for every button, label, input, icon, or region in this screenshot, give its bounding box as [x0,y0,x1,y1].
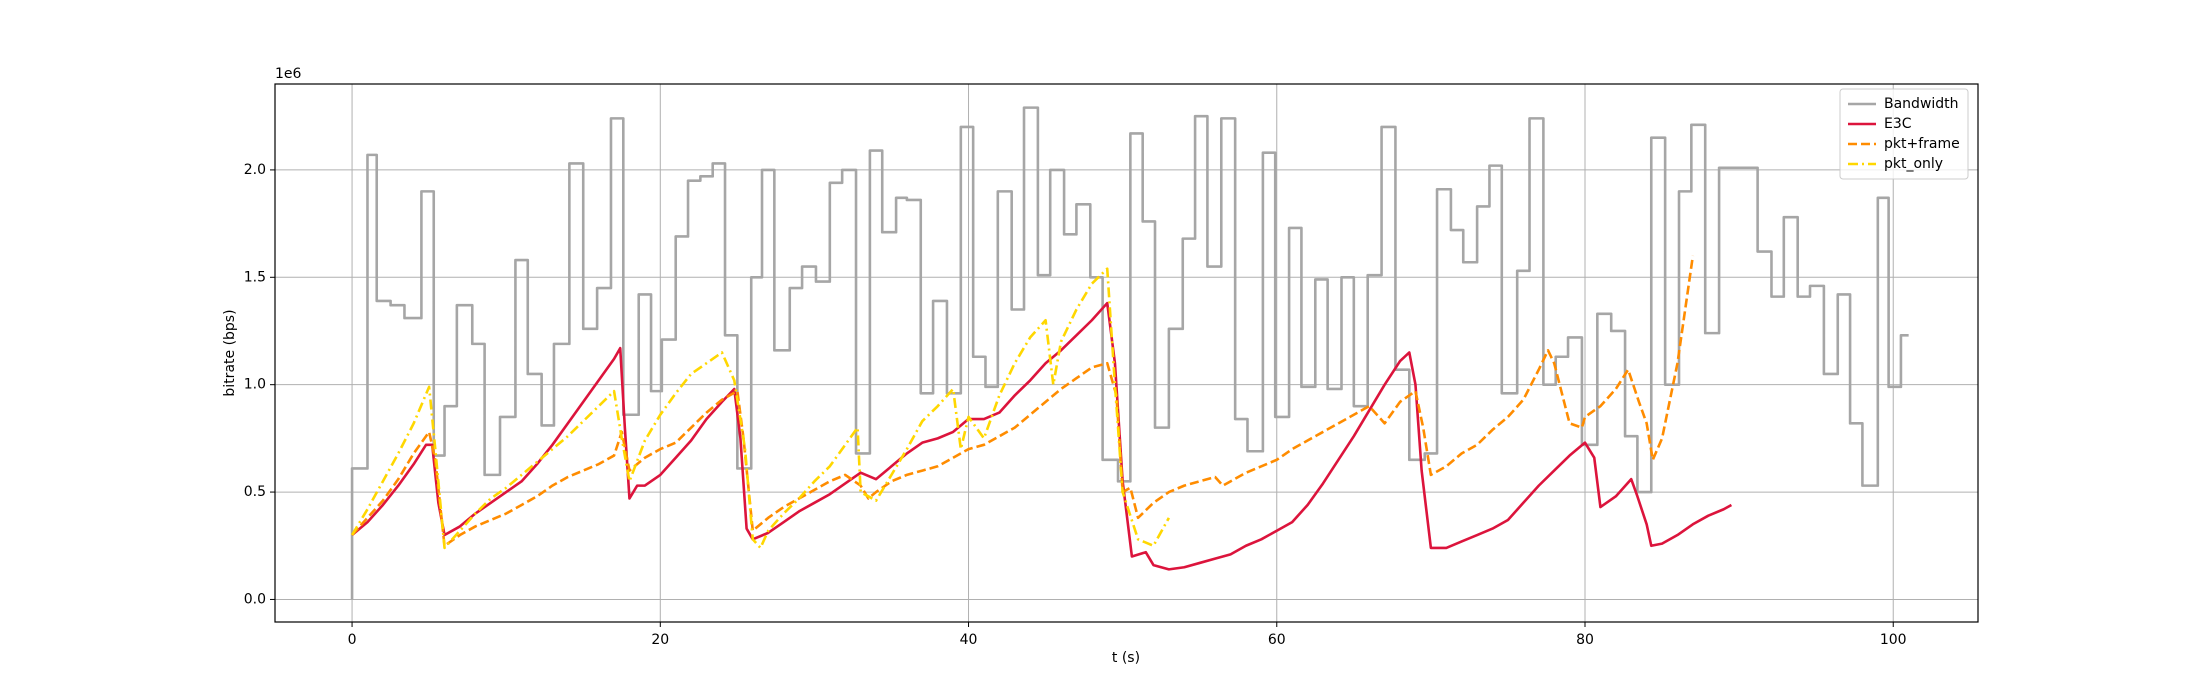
y-tick-label: 1.5 [244,269,266,285]
legend-label: pkt_only [1884,156,1943,172]
legend-label: E3C [1884,116,1912,132]
y-offset-label: 1e6 [275,66,302,82]
x-axis-label: t (s) [1112,650,1140,666]
x-tick-label: 40 [960,632,978,648]
y-axis-label: bitrate (bps) [222,309,238,396]
data-line [351,301,1733,571]
x-tick-label: 0 [348,632,357,648]
x-tick-label: 100 [1880,632,1907,648]
y-tick-label: 0.0 [244,591,266,607]
x-tick-label: 20 [651,632,669,648]
data-line [350,106,1909,600]
plot-frame [274,83,1979,623]
legend-label: pkt+frame [1884,136,1960,152]
data-line [350,267,1171,550]
y-tick-label: 1.0 [244,377,266,393]
y-tick-label: 0.5 [244,484,266,500]
x-tick-label: 80 [1576,632,1594,648]
y-tick-label: 2.0 [244,162,266,178]
legend-box [1839,88,1969,180]
legend-label: Bandwidth [1884,96,1959,112]
x-tick-label: 60 [1268,632,1286,648]
data-line [351,255,1695,548]
